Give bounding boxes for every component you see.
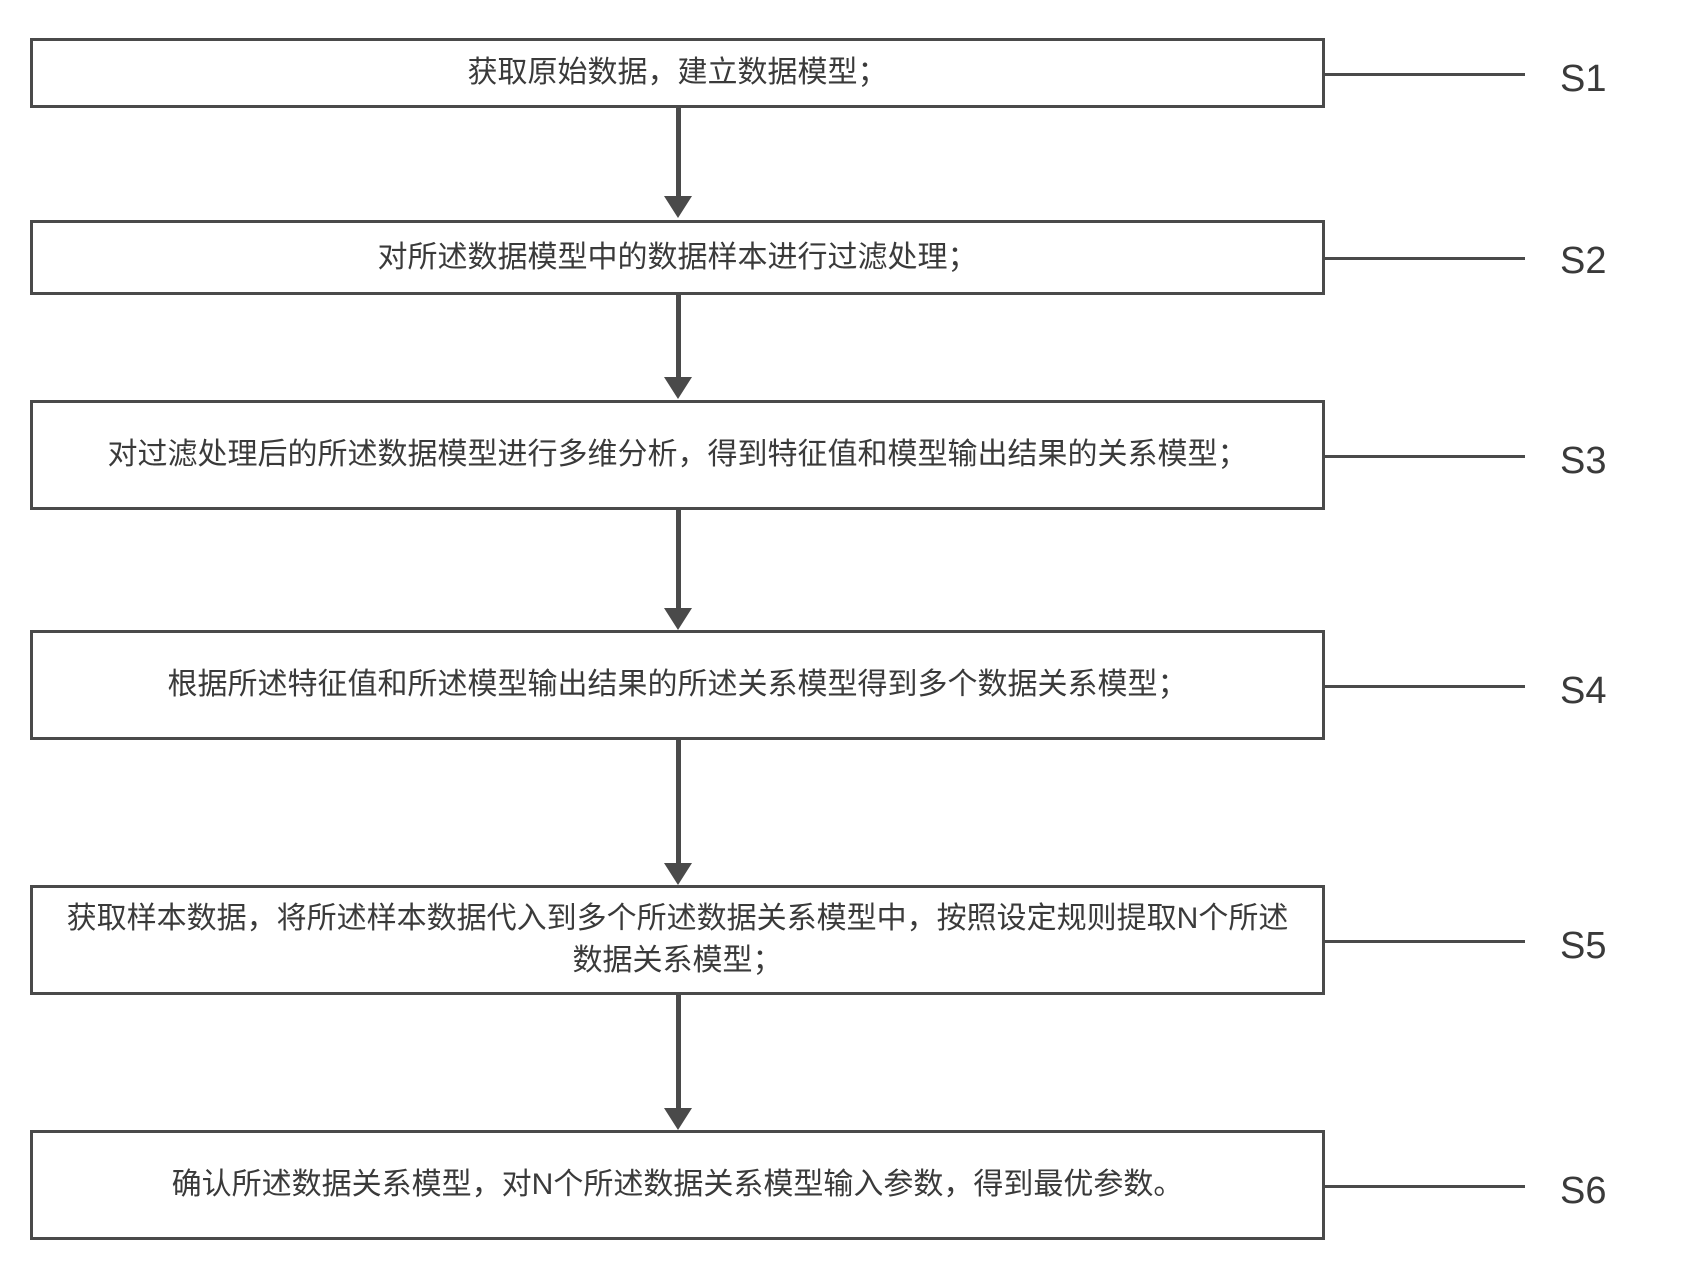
step-label-s1: S1 bbox=[1560, 58, 1606, 101]
arrow-head-s3-s4 bbox=[664, 608, 692, 630]
label-connector-s3 bbox=[1325, 455, 1525, 458]
arrow-line-s5-s6 bbox=[676, 995, 681, 1110]
label-connector-s4 bbox=[1325, 685, 1525, 688]
step-box-s3: 对过滤处理后的所述数据模型进行多维分析，得到特征值和模型输出结果的关系模型； bbox=[30, 400, 1325, 510]
arrow-line-s1-s2 bbox=[676, 108, 681, 198]
step-box-s2: 对所述数据模型中的数据样本进行过滤处理； bbox=[30, 220, 1325, 295]
arrow-head-s4-s5 bbox=[664, 863, 692, 885]
label-connector-s2 bbox=[1325, 257, 1525, 260]
arrow-line-s4-s5 bbox=[676, 740, 681, 865]
step-box-s6: 确认所述数据关系模型，对N个所述数据关系模型输入参数，得到最优参数。 bbox=[30, 1130, 1325, 1240]
arrow-line-s2-s3 bbox=[676, 295, 681, 379]
step-label-s5: S5 bbox=[1560, 925, 1606, 968]
arrow-head-s2-s3 bbox=[664, 377, 692, 399]
label-connector-s6 bbox=[1325, 1185, 1525, 1188]
label-connector-s5 bbox=[1325, 940, 1525, 943]
step-text-s6: 确认所述数据关系模型，对N个所述数据关系模型输入参数，得到最优参数。 bbox=[172, 1164, 1184, 1206]
step-box-s4: 根据所述特征值和所述模型输出结果的所述关系模型得到多个数据关系模型； bbox=[30, 630, 1325, 740]
step-text-s5: 获取样本数据，将所述样本数据代入到多个所述数据关系模型中，按照设定规则提取N个所… bbox=[53, 898, 1302, 982]
flowchart-container: 获取原始数据，建立数据模型； S1 对所述数据模型中的数据样本进行过滤处理； S… bbox=[0, 20, 1695, 1241]
arrow-head-s5-s6 bbox=[664, 1108, 692, 1130]
step-text-s4: 根据所述特征值和所述模型输出结果的所述关系模型得到多个数据关系模型； bbox=[168, 664, 1188, 706]
step-label-s4: S4 bbox=[1560, 670, 1606, 713]
label-connector-s1 bbox=[1325, 73, 1525, 76]
step-label-s2: S2 bbox=[1560, 240, 1606, 283]
arrow-head-s1-s2 bbox=[664, 196, 692, 218]
step-label-s3: S3 bbox=[1560, 440, 1606, 483]
step-box-s5: 获取样本数据，将所述样本数据代入到多个所述数据关系模型中，按照设定规则提取N个所… bbox=[30, 885, 1325, 995]
arrow-line-s3-s4 bbox=[676, 510, 681, 610]
step-box-s1: 获取原始数据，建立数据模型； bbox=[30, 38, 1325, 108]
step-text-s2: 对所述数据模型中的数据样本进行过滤处理； bbox=[378, 237, 978, 279]
step-text-s3: 对过滤处理后的所述数据模型进行多维分析，得到特征值和模型输出结果的关系模型； bbox=[108, 434, 1248, 476]
step-text-s1: 获取原始数据，建立数据模型； bbox=[468, 52, 888, 94]
step-label-s6: S6 bbox=[1560, 1170, 1606, 1213]
